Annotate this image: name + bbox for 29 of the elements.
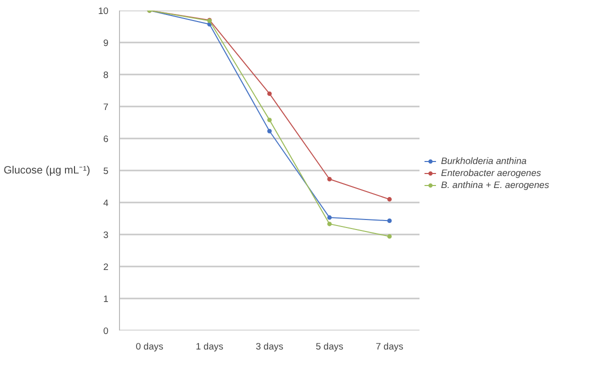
x-tick-label: 5 days	[316, 342, 344, 352]
y-tick-label: 7	[103, 102, 109, 112]
y-tick-label: 5	[103, 166, 109, 176]
y-tick-label: 3	[103, 230, 109, 240]
point	[387, 234, 392, 239]
point	[267, 118, 272, 122]
point	[327, 176, 332, 182]
point	[387, 218, 392, 223]
y-tick-label: 4	[103, 198, 109, 208]
point	[327, 222, 332, 226]
legend-label: Enterobacter aerogenes	[441, 168, 542, 178]
x-tick-label: 0 days	[136, 342, 164, 352]
point	[327, 215, 332, 220]
legend-label: B. anthina + E. aerogenes	[441, 180, 550, 190]
y-tick-label: 2	[103, 262, 109, 272]
y-tick-label: 9	[103, 38, 109, 48]
point	[267, 128, 272, 134]
y-tick-label: 1	[103, 294, 109, 304]
y-tick-label: 0	[103, 326, 109, 336]
y-tick-label: 6	[103, 134, 109, 144]
y-axis-title: Glucose (µg mL⁻¹)	[4, 164, 90, 176]
x-tick-label: 3 days	[256, 342, 284, 352]
y-tick-label: 10	[98, 6, 109, 16]
x-tick-label: 7 days	[376, 342, 404, 352]
x-tick-label: 1 days	[196, 342, 224, 352]
point	[387, 197, 392, 202]
point	[267, 91, 272, 96]
y-tick-label: 8	[103, 70, 109, 80]
legend-label: Burkholderia anthina	[441, 156, 527, 166]
